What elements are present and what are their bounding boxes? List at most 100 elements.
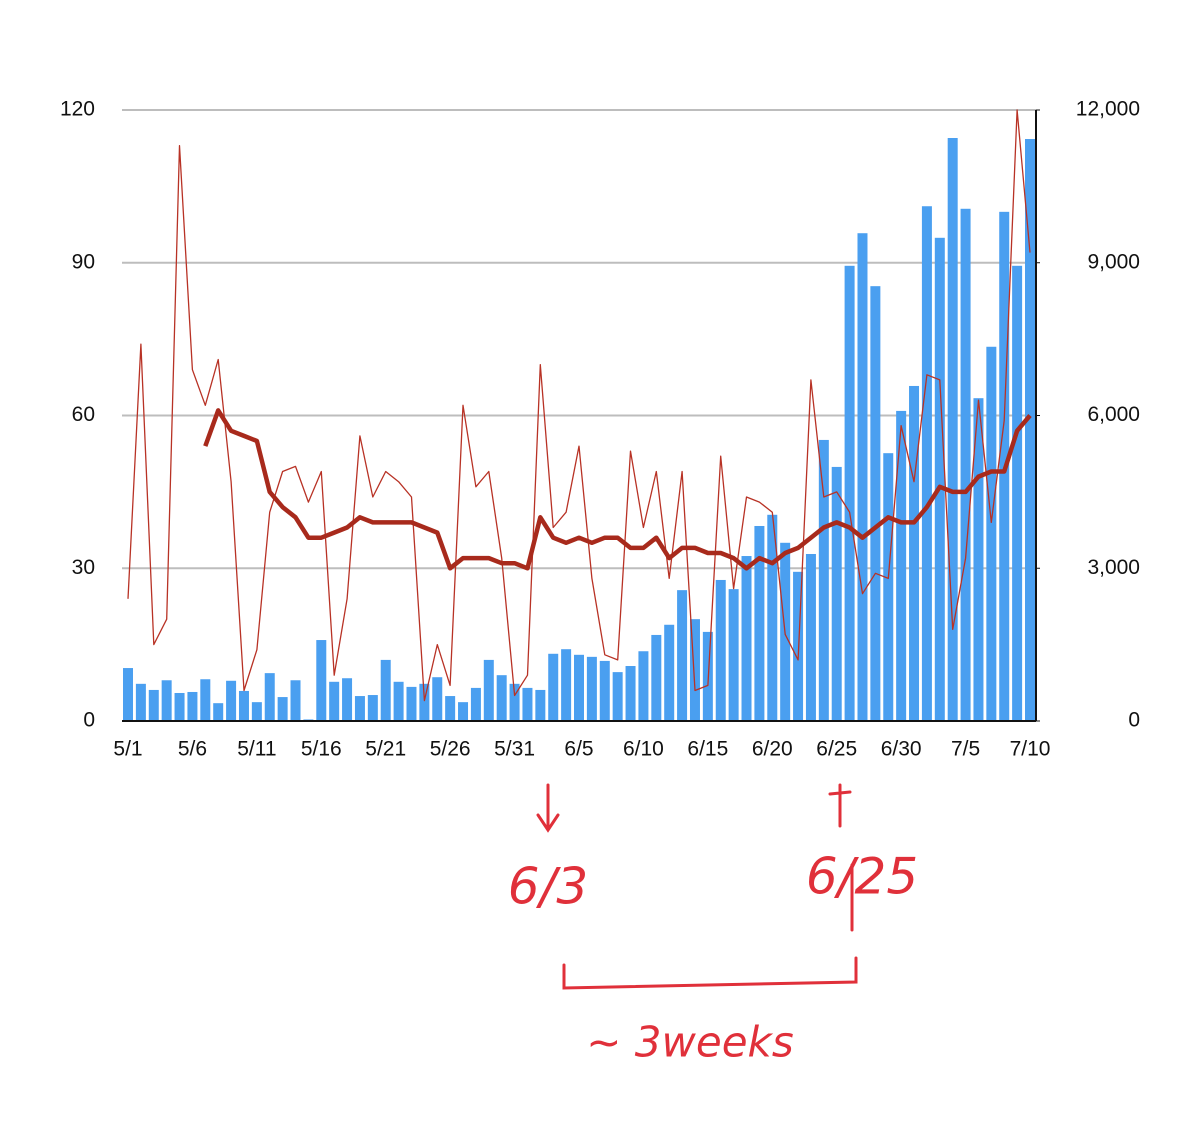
bar xyxy=(123,668,133,721)
x-tick-label: 6/25 xyxy=(816,738,857,761)
bar xyxy=(277,697,288,721)
bar xyxy=(419,683,430,721)
bar xyxy=(857,233,868,722)
bar xyxy=(741,556,752,721)
bar xyxy=(960,208,971,722)
y2-tick-label: 6,000 xyxy=(1087,403,1140,426)
bar xyxy=(458,702,469,721)
bar xyxy=(921,206,932,722)
bar xyxy=(574,654,584,721)
bar xyxy=(509,683,520,721)
y-tick-label: 120 xyxy=(60,98,95,121)
bar xyxy=(161,680,172,721)
arrow xyxy=(536,783,560,833)
bar xyxy=(1025,139,1035,721)
bar xyxy=(264,673,275,721)
x-tick-label: 5/31 xyxy=(494,738,535,761)
bar xyxy=(767,514,778,721)
line xyxy=(203,408,1032,571)
bar xyxy=(805,553,816,721)
bar xyxy=(496,675,507,721)
annotation: ~ 3weeks xyxy=(586,1018,794,1067)
bar xyxy=(754,525,765,721)
bar xyxy=(380,659,391,721)
arrow xyxy=(828,783,852,828)
bar xyxy=(445,696,456,721)
x-tick-label: 6/20 xyxy=(752,738,793,761)
y-tick-label: 0 xyxy=(83,709,95,732)
x-tick-label: 5/11 xyxy=(237,738,276,761)
bar xyxy=(226,680,237,721)
bar xyxy=(329,681,340,721)
bar xyxy=(174,692,185,721)
bar xyxy=(986,346,997,721)
bar xyxy=(290,680,301,721)
annotation: 6/3 xyxy=(508,858,588,916)
bar xyxy=(586,656,597,721)
y-tick-label: 60 xyxy=(72,403,95,426)
x-tick-label: 7/10 xyxy=(1010,738,1051,761)
bar xyxy=(135,683,146,721)
bracket xyxy=(562,956,858,990)
bar xyxy=(818,439,829,721)
bar xyxy=(406,686,417,721)
bar xyxy=(187,691,198,721)
line xyxy=(127,109,1031,702)
x-tick-label: 6/15 xyxy=(687,738,728,761)
y2-tick-label: 0 xyxy=(1128,709,1140,732)
bar xyxy=(896,410,907,721)
bar xyxy=(883,453,894,721)
bar xyxy=(934,237,945,721)
y-tick-label: 30 xyxy=(72,556,95,579)
x-tick-label: 6/30 xyxy=(881,738,922,761)
bar xyxy=(689,619,700,721)
bar xyxy=(367,695,378,721)
bar xyxy=(251,702,262,721)
bar xyxy=(625,666,636,721)
y2-tick-label: 9,000 xyxy=(1087,250,1140,273)
bar xyxy=(200,679,211,721)
bar xyxy=(793,571,804,721)
bar xyxy=(470,687,481,721)
x-tick-label: 6/10 xyxy=(623,738,664,761)
bar xyxy=(432,677,443,721)
bar xyxy=(483,659,494,721)
annotation: 6/25 xyxy=(806,848,918,906)
bar xyxy=(831,466,842,721)
bar xyxy=(677,590,688,721)
bar xyxy=(213,703,224,721)
y-tick-label: 90 xyxy=(72,250,95,273)
bar xyxy=(728,589,739,721)
y2-tick-label: 12,000 xyxy=(1076,98,1140,121)
x-tick-label: 6/5 xyxy=(564,738,593,761)
bar xyxy=(651,634,662,721)
bar xyxy=(522,687,533,721)
bar xyxy=(535,689,546,721)
bar xyxy=(238,690,249,721)
x-tick-label: 5/26 xyxy=(430,738,471,761)
bar xyxy=(844,265,855,721)
x-tick-label: 5/1 xyxy=(113,738,142,761)
bar xyxy=(599,660,610,721)
bar xyxy=(612,672,623,721)
x-tick-label: 5/16 xyxy=(301,738,342,761)
bar xyxy=(316,640,327,721)
bar xyxy=(561,649,572,721)
bar xyxy=(342,678,353,721)
bar xyxy=(1012,265,1023,721)
y2-tick-label: 3,000 xyxy=(1087,556,1140,579)
x-tick-label: 5/6 xyxy=(178,738,207,761)
bar xyxy=(148,689,159,721)
x-tick-label: 5/21 xyxy=(365,738,406,761)
bar xyxy=(664,624,675,721)
bar xyxy=(638,651,649,721)
bar xyxy=(973,398,984,721)
hand-drawn-marks xyxy=(536,783,858,990)
bar xyxy=(870,286,881,721)
bar xyxy=(393,681,404,721)
bar xyxy=(947,138,958,722)
bar xyxy=(715,579,726,721)
x-tick-label: 7/5 xyxy=(951,738,980,761)
bar xyxy=(354,696,365,721)
